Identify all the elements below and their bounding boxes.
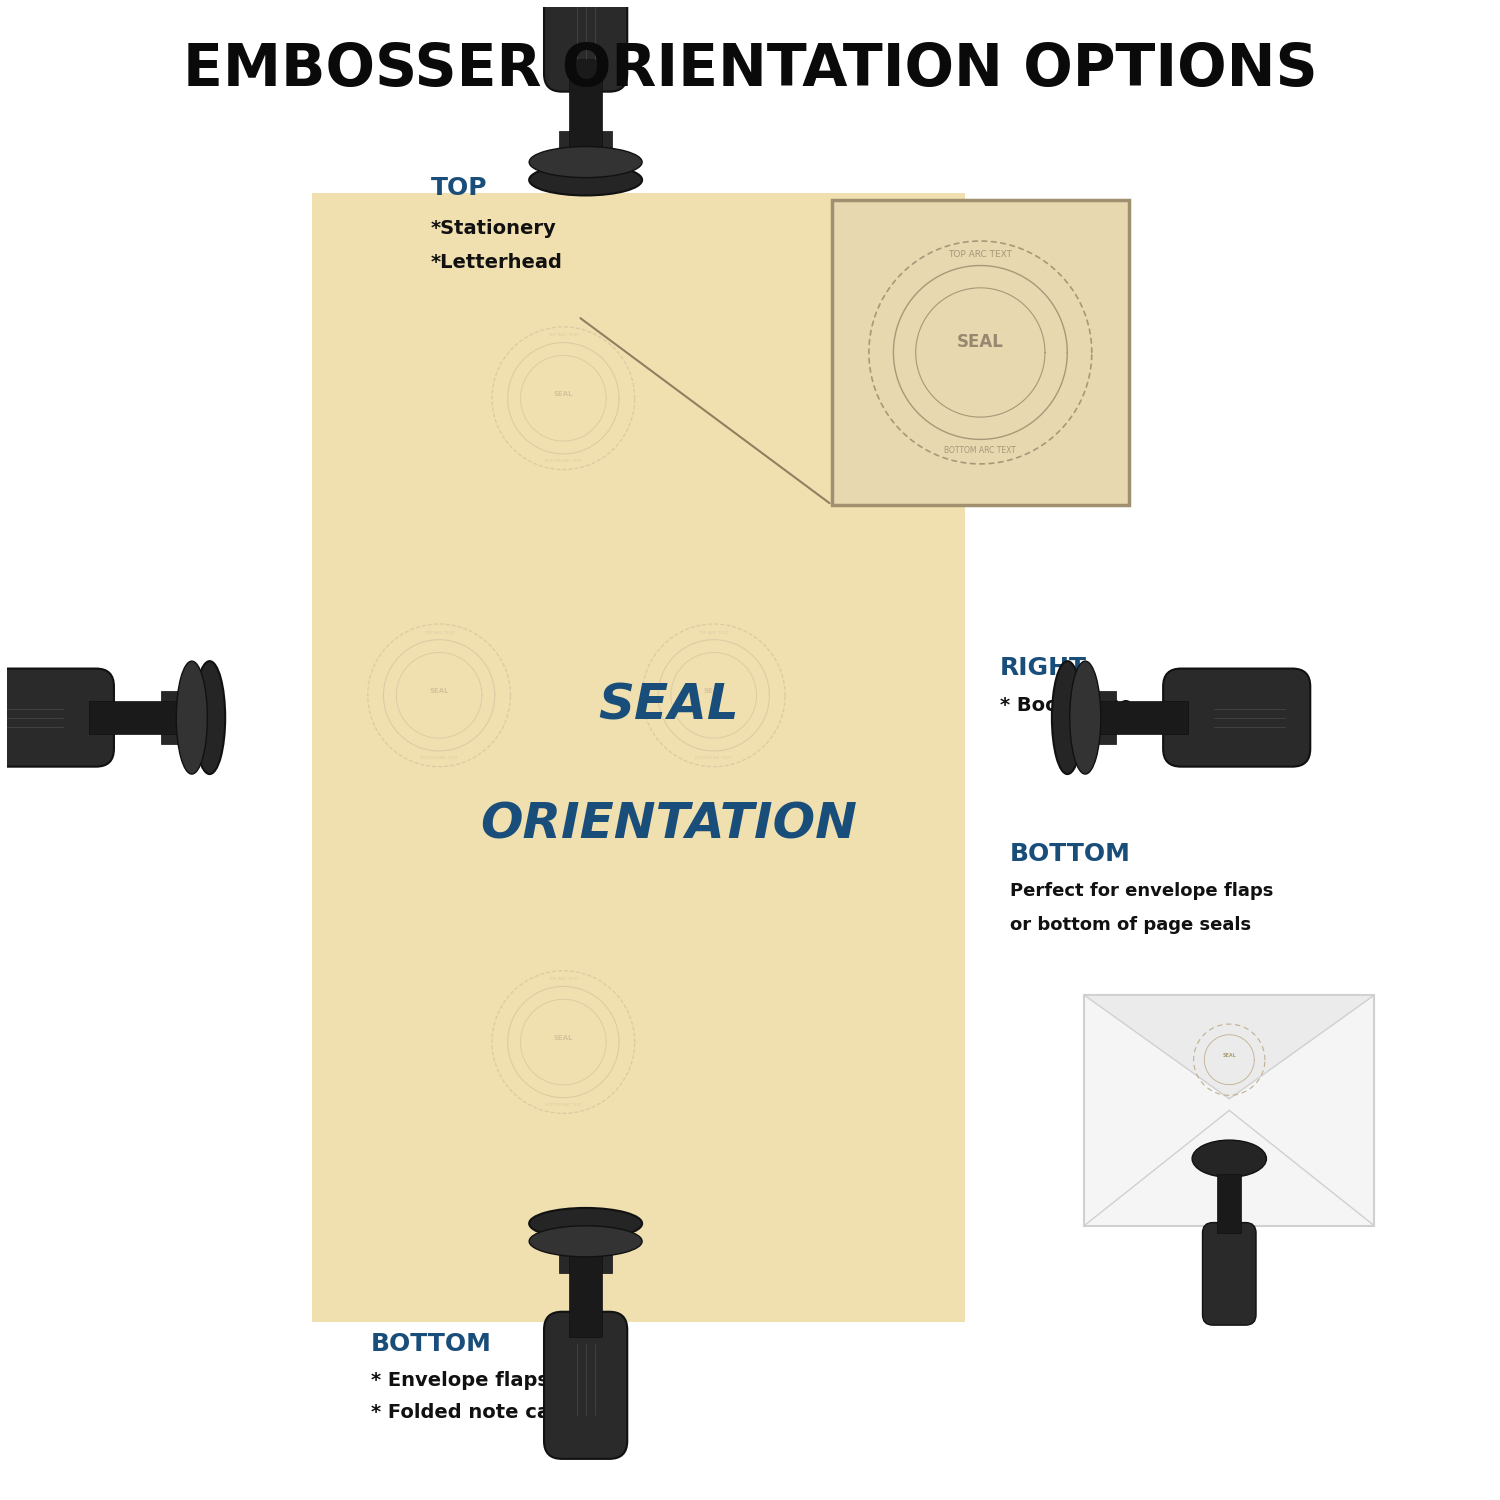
Text: TOP ARC TEXT: TOP ARC TEXT <box>948 251 1012 260</box>
Text: SEAL: SEAL <box>1222 1053 1236 1058</box>
FancyBboxPatch shape <box>0 669 114 766</box>
FancyBboxPatch shape <box>1203 1222 1255 1324</box>
Text: or bottom of page seals: or bottom of page seals <box>1010 916 1251 934</box>
Text: BOTTOM ARC TEXT: BOTTOM ARC TEXT <box>544 459 582 464</box>
Text: ORIENTATION: ORIENTATION <box>480 801 856 849</box>
Text: TOP ARC TEXT: TOP ARC TEXT <box>548 978 579 981</box>
Text: BOTTOM: BOTTOM <box>370 1332 492 1356</box>
Bar <box>560 130 612 172</box>
Bar <box>88 702 192 734</box>
Text: *Letterhead: *Letterhead <box>430 254 562 272</box>
Ellipse shape <box>1192 1140 1266 1178</box>
Text: TOP ARC TEXT: TOP ARC TEXT <box>698 630 729 634</box>
Text: SEAL: SEAL <box>598 681 738 729</box>
Bar <box>1076 692 1116 744</box>
Ellipse shape <box>194 662 225 774</box>
Text: SEAL: SEAL <box>704 688 723 694</box>
FancyBboxPatch shape <box>1162 669 1311 766</box>
Text: BOTTOM ARC TEXT: BOTTOM ARC TEXT <box>544 1102 582 1107</box>
Text: SEAL: SEAL <box>554 1035 573 1041</box>
Text: BOTTOM: BOTTOM <box>1010 842 1131 866</box>
Text: TOP: TOP <box>430 177 488 201</box>
Text: RIGHT: RIGHT <box>999 657 1086 681</box>
Text: SEAL: SEAL <box>554 392 573 398</box>
Text: BOTTOM ARC TEXT: BOTTOM ARC TEXT <box>696 756 732 760</box>
Bar <box>1084 702 1188 734</box>
Text: *Stationery: *Stationery <box>430 219 556 239</box>
Bar <box>570 58 602 164</box>
Bar <box>160 692 202 744</box>
Bar <box>1084 994 1374 1226</box>
Ellipse shape <box>530 165 642 195</box>
Text: LEFT: LEFT <box>44 670 111 694</box>
Polygon shape <box>1084 994 1374 1100</box>
Text: Perfect for envelope flaps: Perfect for envelope flaps <box>1010 882 1274 900</box>
Ellipse shape <box>530 1208 642 1239</box>
Bar <box>831 200 1130 506</box>
Text: TOP ARC TEXT: TOP ARC TEXT <box>423 630 454 634</box>
Bar <box>831 200 1130 506</box>
Ellipse shape <box>1070 662 1101 774</box>
Bar <box>1218 1173 1240 1233</box>
Text: SEAL: SEAL <box>429 688 448 694</box>
Ellipse shape <box>177 662 207 774</box>
Text: BOTTOM ARC TEXT: BOTTOM ARC TEXT <box>945 446 1017 454</box>
Text: * Envelope flaps: * Envelope flaps <box>370 1371 549 1389</box>
Bar <box>312 192 966 1322</box>
Bar <box>570 1240 602 1336</box>
Ellipse shape <box>530 147 642 177</box>
Text: *Not Common: *Not Common <box>44 711 196 730</box>
Bar <box>560 1232 612 1272</box>
Ellipse shape <box>1052 662 1083 774</box>
Ellipse shape <box>530 1226 642 1257</box>
Text: BOTTOM ARC TEXT: BOTTOM ARC TEXT <box>420 756 458 760</box>
Text: * Book page: * Book page <box>999 696 1132 715</box>
FancyBboxPatch shape <box>544 1311 627 1460</box>
Text: * Folded note cards: * Folded note cards <box>370 1404 585 1422</box>
FancyBboxPatch shape <box>544 0 627 92</box>
Text: TOP ARC TEXT: TOP ARC TEXT <box>548 333 579 338</box>
Text: SEAL: SEAL <box>957 333 1004 351</box>
Text: EMBOSSER ORIENTATION OPTIONS: EMBOSSER ORIENTATION OPTIONS <box>183 40 1317 98</box>
